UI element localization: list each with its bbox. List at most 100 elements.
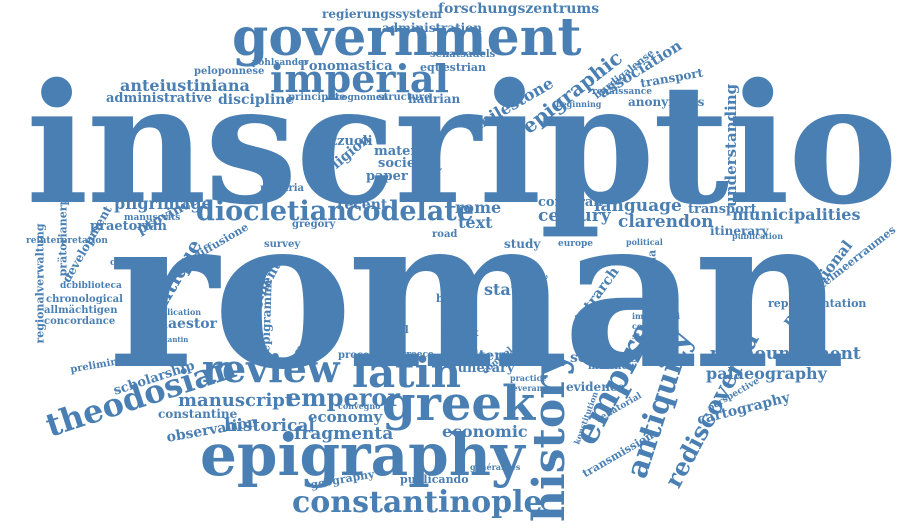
word-discipline: discipline — [218, 92, 295, 108]
word-manuscript: manuscript — [178, 390, 294, 411]
word-matthew: matthew — [588, 361, 637, 372]
word-practice: practice — [510, 373, 547, 383]
word-cognomen: cognomen — [336, 93, 389, 103]
word-processes: processes — [338, 350, 393, 361]
word-structure: structure — [378, 92, 431, 103]
word-inscription: inscription — [26, 47, 900, 241]
word-latin: latin — [352, 348, 462, 397]
word-paper: paper — [366, 169, 408, 184]
word-severan: severan — [508, 383, 543, 393]
word-political: political — [626, 237, 663, 247]
word-recent: recent — [337, 197, 388, 213]
word-municipalities: municipalities — [732, 205, 861, 224]
word-dcbiblioteca: dcbiblioteca — [60, 281, 122, 291]
word-miliaria: miliaria — [260, 183, 305, 194]
word-travel: travel — [372, 303, 405, 314]
word-peloponnese: peloponnese — [194, 66, 265, 77]
word-administration: administration — [382, 21, 482, 35]
word-anteiustiniana: anteiustiniana — [120, 76, 250, 95]
word-book: book — [436, 292, 466, 305]
word-language: language — [594, 196, 682, 216]
word-review: review — [202, 346, 340, 391]
word-renaissance: renaissance — [592, 87, 652, 97]
word-pilgrimage: pilgrimage — [114, 194, 212, 213]
word-itinerary: itinerary — [710, 224, 769, 238]
word-anonymous: anonymous — [628, 95, 705, 109]
word-material: material — [374, 144, 436, 159]
word-constantinople: constantinople — [292, 485, 543, 520]
word-praetorian: praetorian — [90, 219, 167, 234]
word-funerary: funerary — [452, 361, 515, 376]
word-implication: implication — [150, 307, 202, 317]
word-concordance: concordance — [44, 316, 116, 327]
word-equestrian: equestrian — [420, 61, 487, 74]
word-regierungssystem: regierungssystem — [322, 7, 442, 21]
word-publicando: publicando — [400, 473, 469, 486]
word-text: text — [458, 213, 493, 232]
word-sussex: sussex — [442, 328, 479, 339]
word-konstantin: konstantin — [146, 335, 189, 344]
word-clarendon: clarendon — [618, 212, 714, 232]
word-severans: severans — [570, 350, 639, 366]
word-evidence: evidence — [566, 380, 625, 394]
word-importanti: importanti — [632, 311, 681, 321]
word-roman: roman — [108, 169, 846, 416]
word-epigrammi: epigrammi — [258, 279, 275, 353]
word-transport-2: transport — [688, 202, 757, 217]
word-palaeography: palaeography — [706, 364, 827, 383]
word-government: government — [232, 7, 582, 68]
word-society: society — [378, 156, 429, 171]
word-economic: economic — [442, 422, 528, 441]
word-pohlsander: pohlsander — [252, 58, 309, 68]
word-publication: publication — [732, 231, 784, 241]
word-epigraphy: epigraphy — [200, 421, 525, 489]
word-cappadocia: cappadocr — [110, 258, 163, 268]
word-corcoran: corcoran — [538, 195, 603, 210]
word-stenhouse: stenhouse — [632, 331, 678, 341]
word-consul: consul — [372, 325, 409, 336]
word-praetorianerpraefektur: prätorianerpräfektur — [56, 146, 70, 277]
word-quaestor: quaestor — [148, 316, 218, 332]
word-name: name — [442, 304, 473, 315]
word-convegno: convegno — [338, 401, 381, 411]
word-study: study — [504, 237, 541, 251]
word-allmaechtigen: allmächtigen — [44, 305, 118, 316]
word-fragmenta: fragmenta — [294, 424, 394, 444]
word-rome: rome — [455, 198, 502, 217]
word-diocletian: diocletian — [196, 196, 347, 227]
word-pozzuoli: pozzuoli — [312, 134, 373, 149]
word-volterra: volterra — [456, 348, 518, 364]
word-road: road — [432, 229, 458, 240]
word-forschungszentrums: forschungszentrums — [438, 1, 600, 17]
word-repraesentation: repraesentation — [768, 297, 867, 310]
word-greek: greek — [382, 376, 536, 432]
word-generalites: généralités — [470, 462, 521, 472]
word-economy: economy — [308, 408, 383, 426]
word-principate: principate — [288, 92, 346, 103]
word-gregory: gregory — [292, 219, 336, 230]
word-emperor: emperor — [286, 383, 401, 412]
word-pronouncement: pronouncement — [710, 344, 861, 364]
word-onomastica: l'onomastica — [300, 59, 393, 74]
word-greece: greece — [400, 350, 434, 360]
word-imperial: imperial — [270, 56, 449, 101]
word-gesta: gesta — [446, 316, 477, 327]
word-hadrian: hadrian — [408, 92, 461, 106]
word-codelate: codelate — [346, 196, 474, 227]
word-consulate: consulate — [632, 321, 676, 331]
word-survey: survey — [264, 239, 301, 250]
word-constantine: constantine — [158, 407, 238, 421]
word-chronological: chronological — [46, 294, 123, 305]
word-different: different — [634, 299, 674, 309]
word-senatsadels: senatsadels — [430, 49, 496, 60]
word-europe: europe — [558, 239, 594, 249]
word-beginning: beginning — [556, 99, 602, 109]
word-tabellaria: tabellaria — [645, 249, 659, 310]
word-order: order — [370, 291, 401, 302]
word-understanding: understanding — [722, 83, 741, 208]
word-administrative: administrative — [106, 91, 212, 106]
word-manuscrits: manuscrits — [124, 213, 181, 223]
word-century: century — [538, 206, 611, 226]
word-reinterpretation: reinterpretation — [26, 236, 108, 246]
